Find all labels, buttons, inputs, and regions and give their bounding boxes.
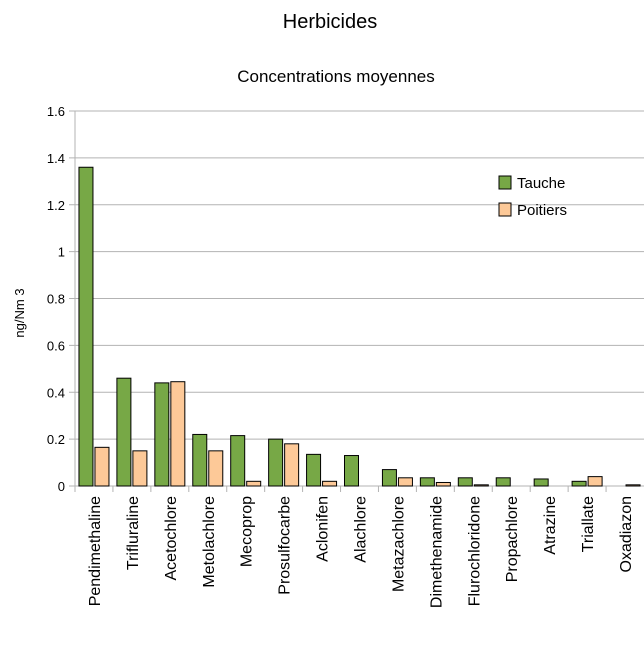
bar-tauche-metazachlore [381, 469, 397, 487]
x-tick-label: Propachlore [504, 496, 521, 582]
bar-tauche-mecoprop [230, 435, 246, 487]
y-tick-label: 0.4 [47, 385, 65, 400]
bar-poitiers-flurochloridone [473, 484, 489, 487]
y-tick-label: 0.6 [47, 338, 65, 353]
bar-tauche-acetochlore [154, 382, 170, 487]
bar-tauche-pendimethaline [78, 166, 94, 487]
x-tick-label: Trifluraline [125, 496, 142, 570]
x-tick-label: Prosulfocarbe [277, 496, 294, 595]
y-tick-label: 0.8 [47, 292, 65, 307]
x-tick-label: Alachlore [353, 496, 370, 563]
x-axis-labels: Pendimethaline Trifluraline Acetochlore Met… [87, 496, 635, 608]
y-tick-label: 1 [58, 245, 65, 260]
legend-label-tauche: Tauche [517, 175, 565, 192]
bar-poitiers-trifluraline [132, 450, 148, 487]
chart-subtitle: Concentrations moyennes [237, 67, 435, 86]
bar-poitiers-aclonifen [322, 480, 338, 487]
bar-tauche-dimethenamide [419, 477, 435, 487]
bar-tauche-atrazine [533, 478, 549, 487]
bar-poitiers-prosulfocarbe [284, 443, 300, 487]
y-tick-label: 0.2 [47, 432, 65, 447]
x-tick-label: Acetochlore [163, 496, 180, 581]
bar-poitiers-pendimethaline [94, 446, 110, 487]
legend-swatch-poitiers [498, 202, 512, 217]
chart-title: Herbicides [283, 11, 377, 33]
bar-poitiers-metolachlore [208, 450, 224, 487]
axes [74, 111, 607, 492]
x-tick-label: Metolachlore [201, 496, 218, 588]
x-tick-label: Aclonifen [315, 496, 332, 562]
x-tick-label: Flurochloridone [466, 496, 483, 606]
x-tick-label: Atrazine [542, 496, 559, 555]
bar-poitiers-triallate [587, 476, 603, 487]
bar-tauche-flurochloridone [457, 477, 473, 487]
legend-label-poitiers: Poitiers [517, 202, 567, 219]
y-tick-label: 0 [58, 479, 65, 494]
bar-tauche-aclonifen [306, 453, 322, 487]
x-tick-label: Dimethenamide [428, 496, 445, 608]
bar-poitiers-dimethenamide [435, 481, 451, 487]
x-tick-label: Oxadiazon [618, 496, 635, 573]
bar-poitiers-acetochlore [170, 381, 186, 487]
bar-tauche-trifluraline [116, 377, 132, 487]
bars [78, 166, 641, 487]
x-tick-label: Metazachlore [390, 496, 407, 592]
y-tick-label: 1.4 [47, 151, 65, 166]
x-tick-label: Triallate [580, 496, 597, 552]
y-axis-ticks: 0 0.2 0.4 0.6 0.8 1 1.2 1.4 1.6 [47, 104, 65, 494]
bar-tauche-propachlore [495, 477, 511, 487]
y-tick-label: 1.6 [47, 104, 65, 119]
y-tick-label: 1.2 [47, 198, 65, 213]
bar-tauche-triallate [571, 480, 587, 487]
x-tick-label: Mecoprop [239, 496, 256, 567]
legend-swatch-tauche [498, 175, 512, 190]
bar-tauche-alachlore [344, 455, 359, 487]
bar-tauche-prosulfocarbe [268, 438, 284, 487]
bar-poitiers-metazachlore [397, 477, 413, 487]
x-tick-label: Pendimethaline [87, 496, 104, 606]
bar-poitiers-mecoprop [246, 480, 262, 487]
y-axis-label: ng/Nm 3 [12, 288, 27, 337]
bar-poitiers-oxadiazon [625, 484, 641, 487]
bar-tauche-metolachlore [192, 433, 208, 487]
legend: Tauche Poitiers [498, 175, 567, 219]
